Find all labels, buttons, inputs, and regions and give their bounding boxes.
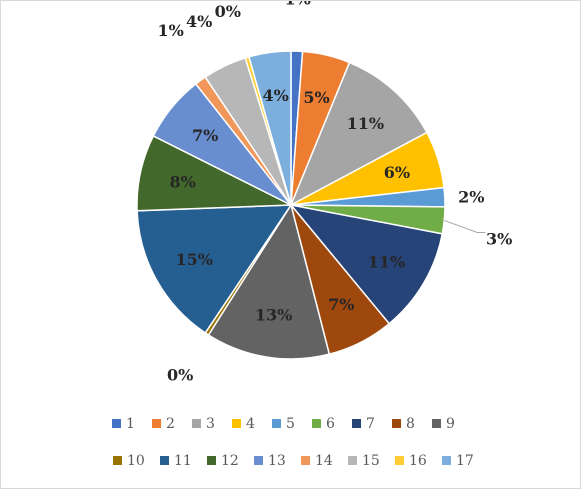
legend-swatch-17 <box>442 456 451 465</box>
data-label-11: 15% <box>175 250 212 269</box>
legend-swatch-15 <box>348 456 357 465</box>
legend-swatch-6 <box>312 419 321 428</box>
data-label-10: 0% <box>167 365 193 384</box>
legend-label-5: 5 <box>286 416 295 432</box>
legend-swatch-2 <box>152 419 161 428</box>
legend-label-1: 1 <box>126 416 135 432</box>
data-label-6: 3% <box>486 229 512 248</box>
legend-label-10: 10 <box>127 453 145 469</box>
data-label-15: 4% <box>186 12 212 31</box>
legend-label-2: 2 <box>166 416 175 432</box>
data-label-7: 11% <box>368 252 405 271</box>
legend-label-7: 7 <box>366 416 375 432</box>
legend-label-3: 3 <box>206 416 215 432</box>
pie-slice-9 <box>207 203 331 360</box>
pie-slice-7 <box>289 203 444 325</box>
legend-swatch-1 <box>112 419 121 428</box>
data-label-12: 8% <box>169 172 195 191</box>
legend-swatch-13 <box>254 456 263 465</box>
data-label-14: 1% <box>158 21 184 40</box>
leader-line-6 <box>444 219 486 233</box>
legend-label-15: 15 <box>362 453 380 469</box>
legend: 1 2 3 4 5 6 7 8 910 11 12 13 14 15 16 17 <box>112 416 474 469</box>
pie-slice-11 <box>136 204 293 334</box>
legend-swatch-11 <box>160 456 169 465</box>
legend-swatch-16 <box>395 456 404 465</box>
legend-swatch-3 <box>192 419 201 428</box>
data-labels: 1%5%11%6%2%3%11%7%13%0%15%8%7%1%4%0%4% <box>158 1 513 384</box>
pie-slice-3 <box>289 61 428 207</box>
legend-label-9: 9 <box>446 416 455 432</box>
data-label-4: 6% <box>384 163 410 182</box>
legend-label-13: 13 <box>268 453 286 469</box>
legend-swatch-12 <box>207 456 216 465</box>
legend-swatch-8 <box>392 419 401 428</box>
data-label-8: 7% <box>328 295 354 314</box>
data-label-16: 0% <box>215 2 241 21</box>
legend-swatch-7 <box>352 419 361 428</box>
data-label-17: 4% <box>263 86 289 105</box>
legend-label-17: 17 <box>456 453 474 469</box>
data-label-9: 13% <box>255 306 292 325</box>
legend-swatch-9 <box>432 419 441 428</box>
legend-swatch-14 <box>301 456 310 465</box>
pie-slice-17 <box>248 50 292 206</box>
legend-label-14: 14 <box>315 453 333 469</box>
data-label-3: 11% <box>347 114 384 133</box>
leader-lines <box>444 219 486 233</box>
legend-swatch-5 <box>272 419 281 428</box>
legend-label-4: 4 <box>246 416 255 432</box>
legend-label-11: 11 <box>174 453 192 469</box>
legend-label-6: 6 <box>326 416 335 432</box>
data-label-1: 1% <box>285 1 311 8</box>
legend-label-12: 12 <box>221 453 239 469</box>
pie-slices <box>136 50 446 360</box>
legend-label-8: 8 <box>406 416 415 432</box>
legend-swatch-10 <box>113 456 122 465</box>
data-label-13: 7% <box>192 126 218 145</box>
data-label-5: 2% <box>458 187 484 206</box>
legend-swatch-4 <box>232 419 241 428</box>
data-label-2: 5% <box>303 88 329 107</box>
legend-label-16: 16 <box>409 453 427 469</box>
